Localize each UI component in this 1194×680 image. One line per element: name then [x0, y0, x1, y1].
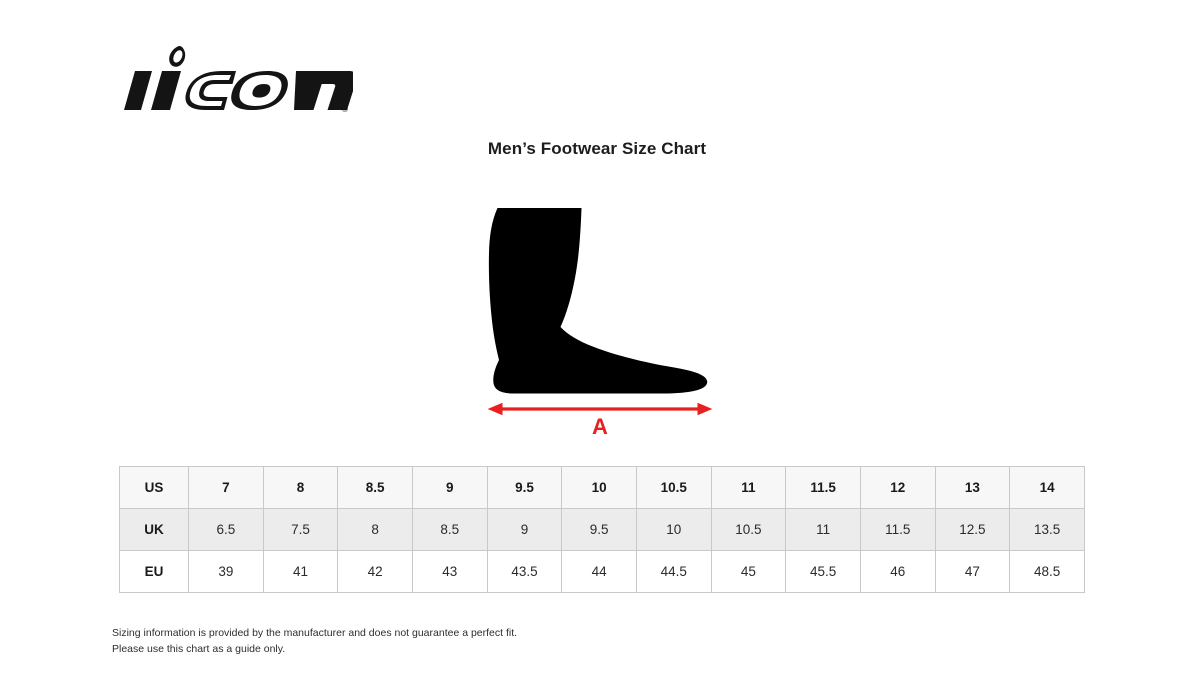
cell-eu-3: 43 — [411, 550, 488, 593]
table-row-us: US 7 8 8.5 9 9.5 10 10.5 11 11.5 12 13 1… — [119, 466, 1085, 509]
cell-eu-4: 43.5 — [486, 550, 563, 593]
cell-us-4: 9.5 — [486, 466, 563, 509]
cell-us-5: 10 — [561, 466, 637, 509]
cell-eu-10: 47 — [934, 550, 1011, 593]
cell-uk-7: 10.5 — [710, 508, 787, 551]
cell-eu-1: 41 — [262, 550, 339, 593]
cell-us-0: 7 — [188, 466, 264, 509]
row-label-us: US — [119, 466, 189, 509]
cell-eu-2: 42 — [337, 550, 413, 593]
disclaimer-line-1: Sizing information is provided by the ma… — [112, 627, 518, 639]
cell-us-7: 11 — [710, 466, 787, 509]
cell-uk-6: 10 — [635, 508, 712, 551]
disclaimer-line-2: Please use this chart as a guide only. — [112, 643, 286, 655]
foot-silhouette-icon — [488, 208, 708, 394]
cell-uk-1: 7.5 — [262, 508, 339, 551]
cell-uk-2: 8 — [337, 508, 413, 551]
measurement-label-a: A — [592, 414, 608, 439]
cell-uk-5: 9.5 — [561, 508, 637, 551]
table-row-eu: EU 39 41 42 43 43.5 44 44.5 45 45.5 46 4… — [119, 550, 1085, 593]
registered-trademark-icon: ® — [342, 105, 348, 114]
disclaimer-note: Sizing information is provided by the ma… — [112, 625, 517, 657]
cell-eu-6: 44.5 — [635, 550, 712, 593]
double-arrow-icon — [487, 402, 713, 416]
cell-uk-8: 11 — [785, 508, 861, 551]
icon-wordmark-logo: ® — [124, 45, 353, 114]
cell-us-8: 11.5 — [785, 466, 861, 509]
cell-eu-7: 45 — [710, 550, 787, 593]
cell-uk-3: 8.5 — [411, 508, 488, 551]
cell-uk-11: 13.5 — [1009, 508, 1085, 551]
cell-us-11: 14 — [1009, 466, 1085, 509]
cell-us-9: 12 — [859, 466, 936, 509]
size-chart-table: US 7 8 8.5 9 9.5 10 10.5 11 11.5 12 13 1… — [119, 466, 1085, 593]
cell-eu-8: 45.5 — [785, 550, 861, 593]
cell-us-2: 8.5 — [337, 466, 413, 509]
table-row-uk: UK 6.5 7.5 8 8.5 9 9.5 10 10.5 11 11.5 1… — [119, 508, 1085, 551]
row-label-uk: UK — [119, 508, 189, 551]
cell-eu-11: 48.5 — [1009, 550, 1085, 593]
brand-logo: ® — [118, 44, 353, 114]
cell-uk-9: 11.5 — [859, 508, 936, 551]
cell-us-10: 13 — [934, 466, 1011, 509]
cell-us-1: 8 — [262, 466, 339, 509]
row-label-eu: EU — [119, 550, 189, 593]
cell-us-6: 10.5 — [635, 466, 712, 509]
cell-eu-5: 44 — [561, 550, 637, 593]
page-title: Men’s Footwear Size Chart — [487, 139, 707, 158]
cell-uk-10: 12.5 — [934, 508, 1011, 551]
cell-eu-0: 39 — [188, 550, 264, 593]
cell-us-3: 9 — [411, 466, 488, 509]
cell-uk-0: 6.5 — [188, 508, 264, 551]
foot-measurement-diagram: A — [470, 196, 730, 446]
cell-eu-9: 46 — [859, 550, 936, 593]
cell-uk-4: 9 — [486, 508, 563, 551]
